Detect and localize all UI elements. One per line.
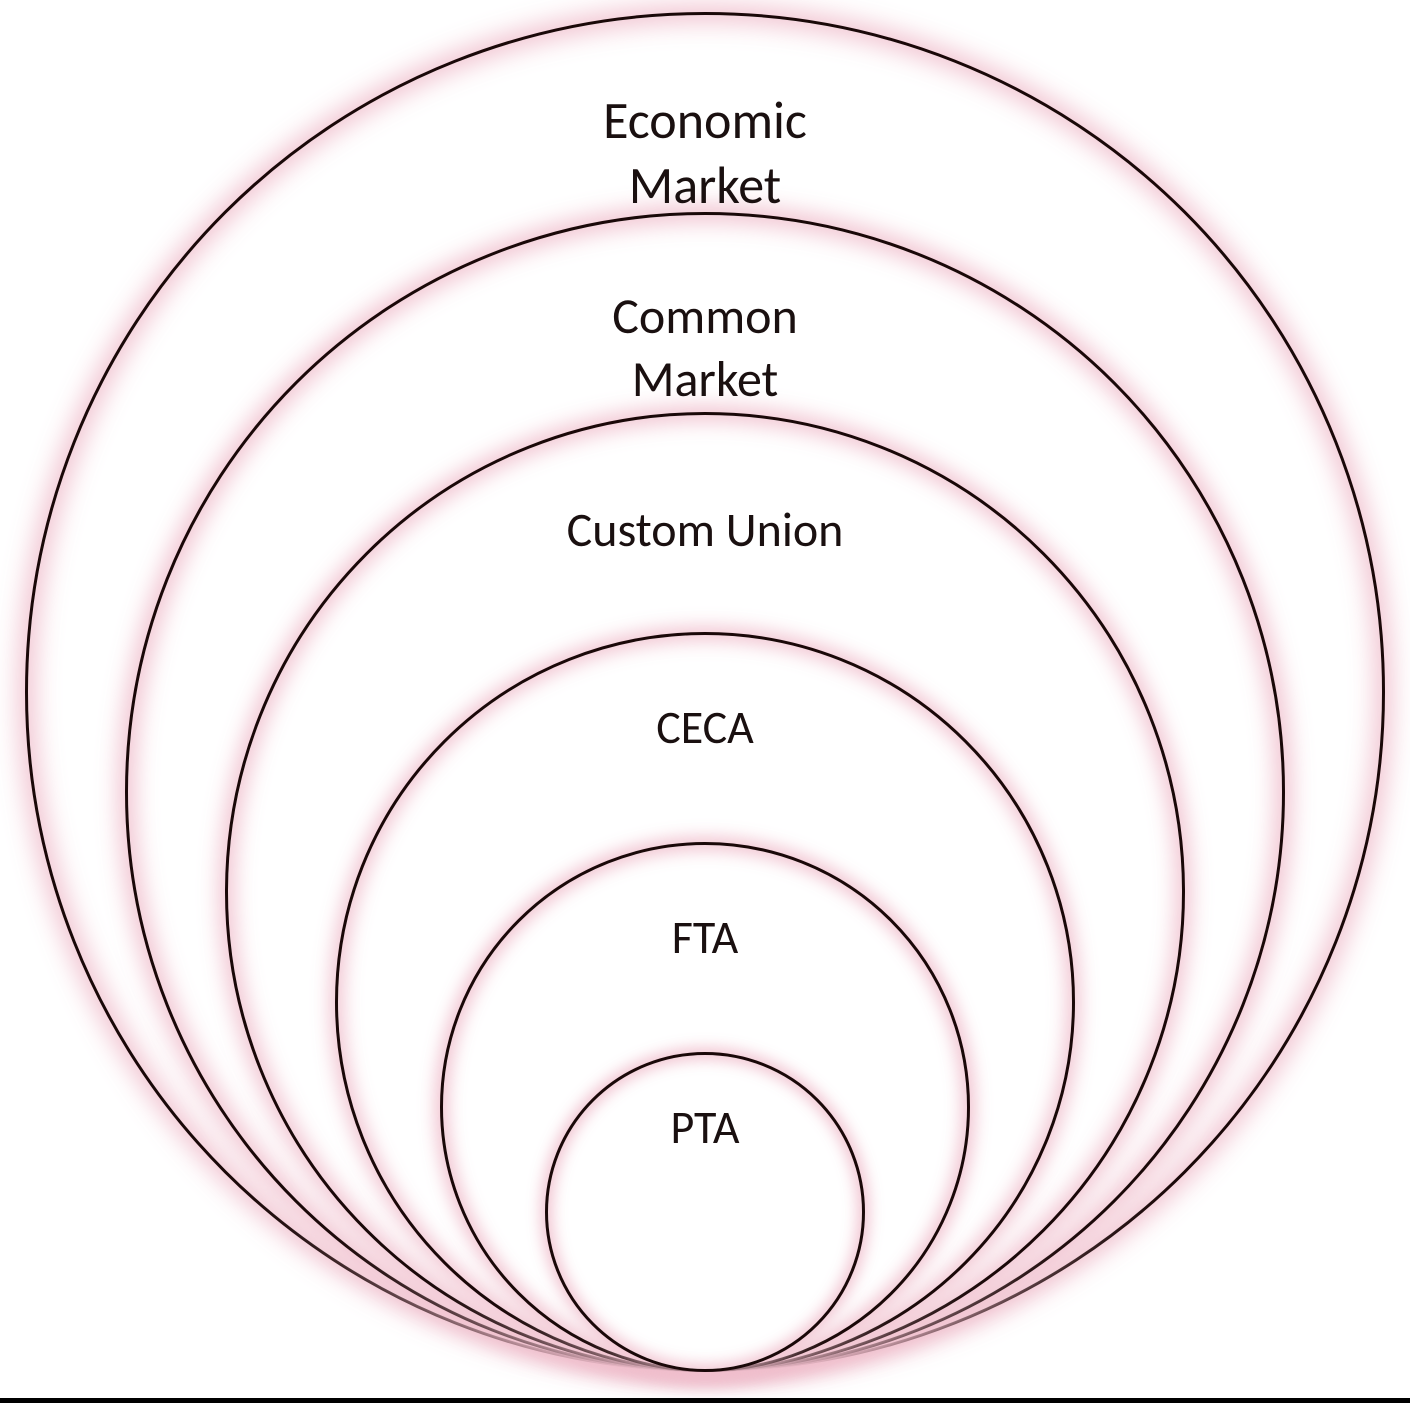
label-common-market: Common Market	[612, 286, 798, 411]
label-ceca: CECA	[656, 700, 754, 758]
nested-circle-diagram: Economic Market Common Market Custom Uni…	[0, 0, 1410, 1406]
label-custom-union: Custom Union	[567, 500, 844, 560]
label-economic-market: Economic Market	[603, 88, 807, 218]
label-pta: PTA	[671, 1100, 740, 1158]
bottom-divider	[0, 1398, 1410, 1403]
label-fta: FTA	[672, 910, 739, 968]
